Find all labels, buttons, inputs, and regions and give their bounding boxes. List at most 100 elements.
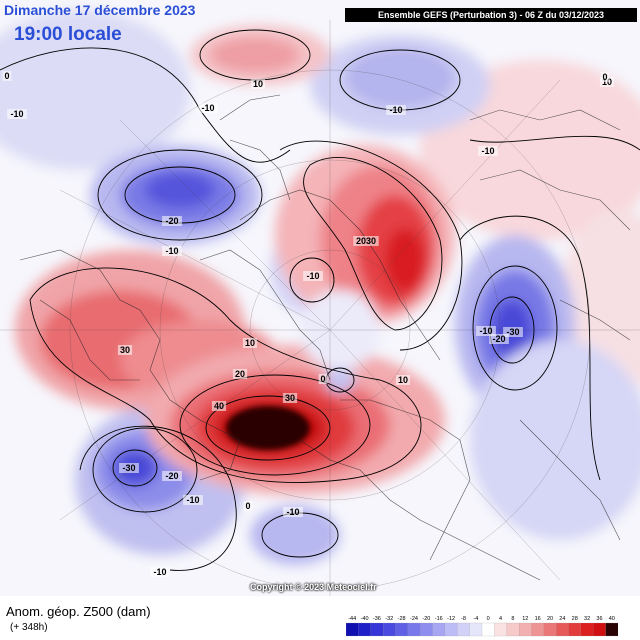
contour-labels: -10-10-20-10-10-10-10-30-20-10-30-20-10-… xyxy=(2,71,615,577)
svg-text:30: 30 xyxy=(120,345,130,355)
legend-tick-label: 12 xyxy=(522,616,528,622)
svg-text:-10: -10 xyxy=(10,109,23,119)
legend-swatch xyxy=(395,622,409,637)
contour-label: -10 xyxy=(283,507,303,517)
legend-swatch xyxy=(358,622,372,637)
legend-tick-label: -8 xyxy=(461,616,466,622)
color-scale-legend: -44 -40 -36 -32 -28 -24 -20 -16 -12 -8 -4 0 4 8 12 16 20… xyxy=(346,616,618,637)
forecast-local-time: 19:00 locale xyxy=(14,24,122,45)
legend-tick-label: 16 xyxy=(535,616,541,622)
svg-text:-10: -10 xyxy=(165,246,178,256)
svg-text:-20: -20 xyxy=(165,471,178,481)
legend-swatch xyxy=(420,622,433,637)
contour-label: 20 xyxy=(232,369,248,379)
contour-label: -30 xyxy=(503,327,523,337)
contour-label: -10 xyxy=(386,105,406,115)
contour-label: -10 xyxy=(303,271,323,281)
legend-tick-label: -32 xyxy=(385,616,393,622)
contour-label: 30 xyxy=(282,393,298,403)
legend-swatch xyxy=(346,622,359,637)
svg-text:-30: -30 xyxy=(122,463,135,473)
legend-tick-label: 8 xyxy=(511,616,514,622)
svg-text:-10: -10 xyxy=(286,507,299,517)
legend-tick-label: -40 xyxy=(361,616,369,622)
legend-tick-label: 36 xyxy=(596,616,602,622)
contour-label: 0 xyxy=(318,374,328,384)
svg-text:10: 10 xyxy=(245,338,255,348)
svg-text:20: 20 xyxy=(235,369,245,379)
svg-text:-30: -30 xyxy=(506,327,519,337)
legend-swatch xyxy=(370,622,384,637)
max-anomaly-core xyxy=(226,406,310,450)
legend-swatch xyxy=(444,622,458,637)
legend-tick-label: 32 xyxy=(584,616,590,622)
svg-text:40: 40 xyxy=(214,401,224,411)
legend-tick-label: -20 xyxy=(422,616,430,622)
legend-tick-label: -44 xyxy=(348,616,356,622)
legend-swatch xyxy=(568,622,582,637)
contour-label: 10 xyxy=(242,338,258,348)
svg-text:2030: 2030 xyxy=(356,236,376,246)
svg-text:0: 0 xyxy=(320,374,325,384)
legend-tick-label: 20 xyxy=(547,616,553,622)
svg-text:30: 30 xyxy=(285,393,295,403)
legend-tick-label: 4 xyxy=(499,616,502,622)
legend-tick-label: -4 xyxy=(473,616,478,622)
legend-tick-label: 0 xyxy=(487,616,490,622)
copyright-text: Copyright © 2023 Meteociel.fr xyxy=(250,582,377,592)
legend-tick-label: 28 xyxy=(572,616,578,622)
svg-text:10: 10 xyxy=(253,79,263,89)
map-variable-title: Anom. géop. Z500 (dam) xyxy=(6,604,151,619)
contour-label: 2030 xyxy=(353,236,379,246)
svg-text:-10: -10 xyxy=(153,567,166,577)
legend-tick-label: 40 xyxy=(609,616,615,622)
legend-tick-label: -28 xyxy=(398,616,406,622)
contour-label: 30 xyxy=(117,345,133,355)
legend-swatch xyxy=(556,622,569,637)
legend-tick-label: -12 xyxy=(447,616,455,622)
model-info-banner: Ensemble GEFS (Perturbation 3) - 06 Z du… xyxy=(345,8,637,22)
contour-label: -10 xyxy=(183,495,203,505)
contour-label: -10 xyxy=(478,146,498,156)
contour-label: 40 xyxy=(211,401,227,411)
svg-text:0: 0 xyxy=(602,72,607,82)
svg-text:-10: -10 xyxy=(389,105,402,115)
svg-text:0: 0 xyxy=(4,71,9,81)
contour-label: 0 xyxy=(2,71,12,81)
coastlines xyxy=(19,94,631,581)
contour-label: -10 xyxy=(162,246,182,256)
contour-label: -20 xyxy=(162,216,182,226)
svg-text:-10: -10 xyxy=(201,103,214,113)
svg-text:-20: -20 xyxy=(165,216,178,226)
contour-label: -20 xyxy=(489,334,509,344)
legend-swatch xyxy=(531,622,545,637)
contour-label: 0 xyxy=(600,72,610,82)
legend-swatch xyxy=(481,622,495,637)
legend-tick-label: -36 xyxy=(373,616,381,622)
legend-swatch xyxy=(593,622,607,637)
svg-text:-10: -10 xyxy=(481,146,494,156)
legend-swatch xyxy=(605,622,618,637)
svg-text:0: 0 xyxy=(245,501,250,511)
legend-swatch xyxy=(580,622,594,637)
legend-tick-label: -16 xyxy=(435,616,443,622)
legend-swatch xyxy=(407,622,421,637)
contour-label: -10 xyxy=(150,567,170,577)
legend-swatch xyxy=(543,622,557,637)
legend-swatch xyxy=(518,622,532,637)
contour-label: -10 xyxy=(476,326,496,336)
legend-swatch xyxy=(494,622,508,637)
contour-label: 10 xyxy=(250,79,266,89)
svg-text:-20: -20 xyxy=(492,334,505,344)
contour-label: -10 xyxy=(198,103,218,113)
contour-label: -10 xyxy=(7,109,27,119)
legend-tick-label: -24 xyxy=(410,616,418,622)
forecast-date: Dimanche 17 décembre 2023 xyxy=(4,2,196,18)
legend-swatch xyxy=(506,622,520,637)
contour-label: 10 xyxy=(395,375,411,385)
svg-text:-10: -10 xyxy=(306,271,319,281)
legend-swatch xyxy=(432,622,446,637)
svg-text:-10: -10 xyxy=(186,495,199,505)
contour-label: 0 xyxy=(243,501,253,511)
contour-label: -20 xyxy=(162,471,182,481)
